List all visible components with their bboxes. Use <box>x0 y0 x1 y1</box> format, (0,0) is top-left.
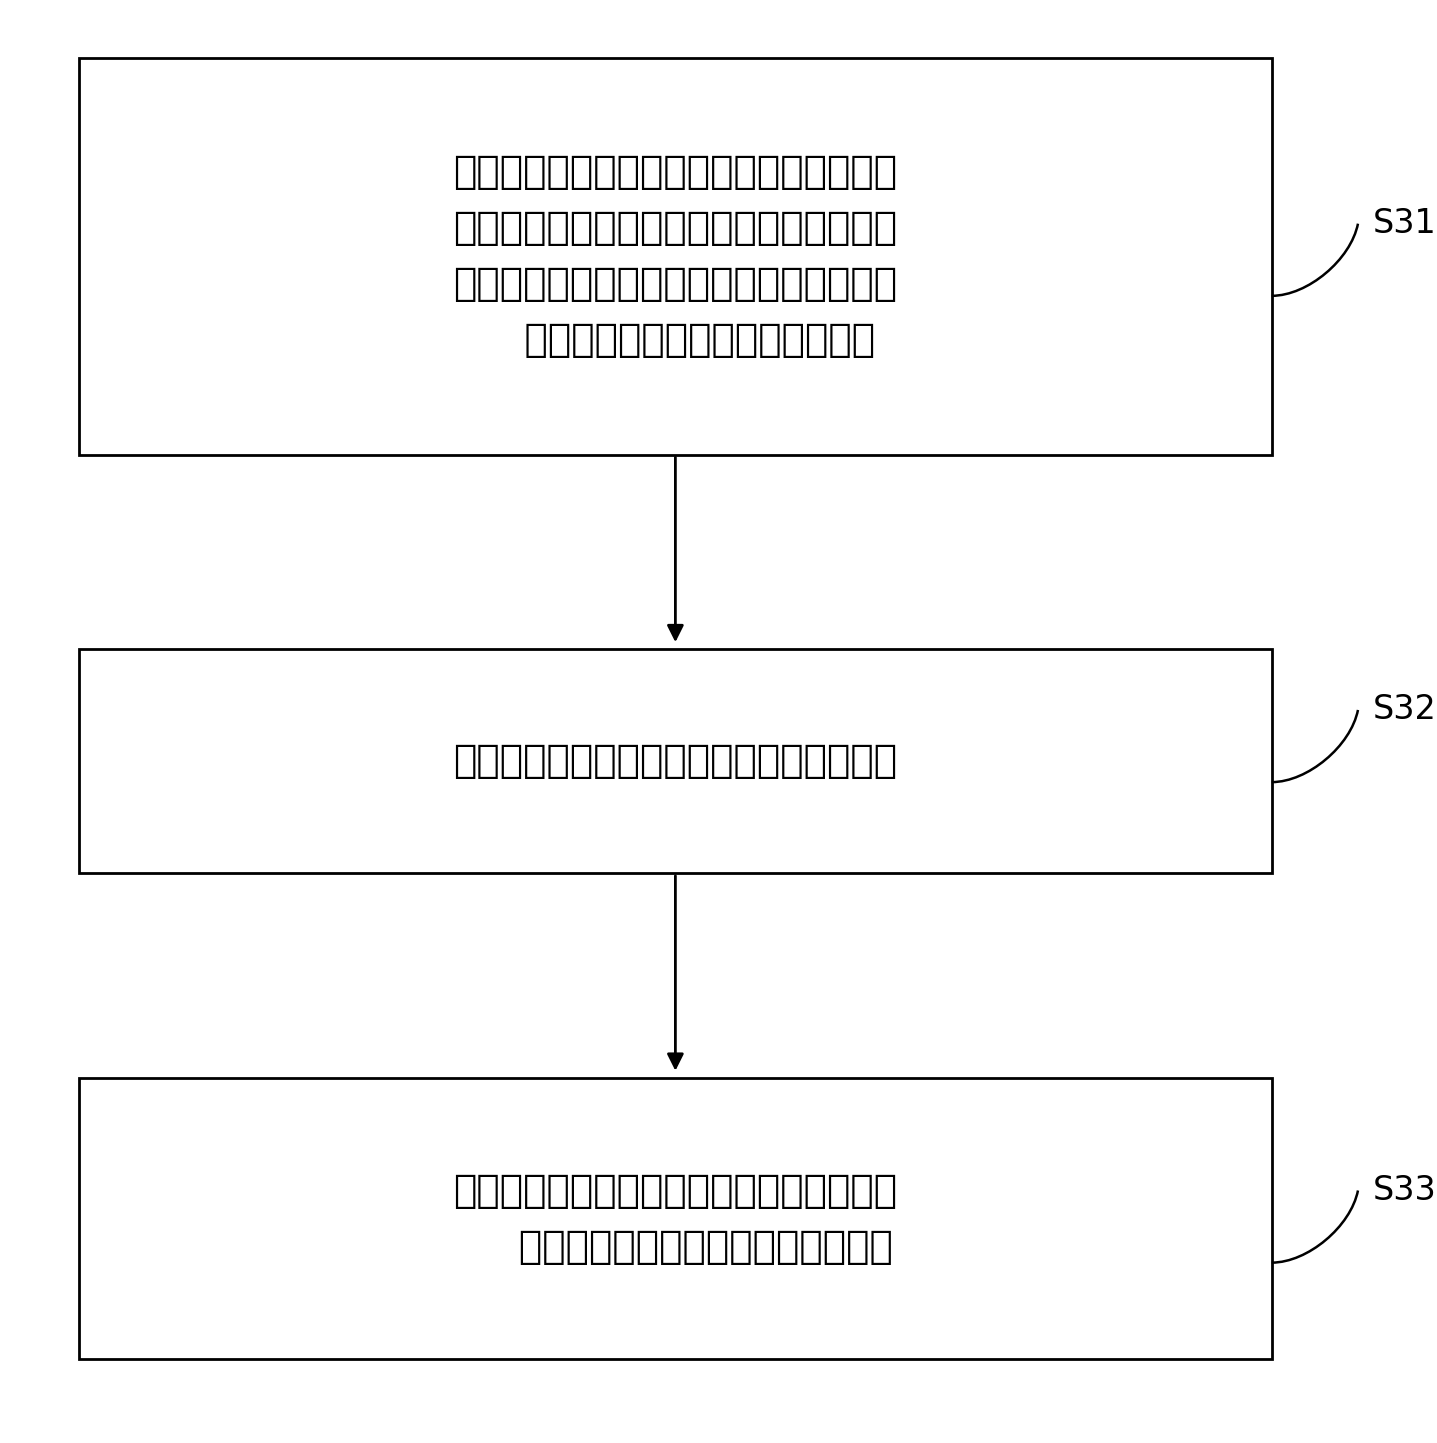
Bar <box>79 58 1272 455</box>
Text: S330: S330 <box>1372 1175 1437 1206</box>
Text: S310: S310 <box>1372 208 1437 240</box>
Text: 根据位置数据确定多个用户对应的加权系数: 根据位置数据确定多个用户对应的加权系数 <box>453 742 898 781</box>
Bar <box>79 649 1272 873</box>
Text: S320: S320 <box>1372 694 1437 726</box>
Text: 获取预设时间内多个用户与机器人之间的位
置数据；机器人用于根据机器人的视觉模块
获取用户的位置信息，位置数据根据用户的
    位置信息和机器人的位置信息确定: 获取预设时间内多个用户与机器人之间的位 置数据；机器人用于根据机器人的视觉模块 … <box>453 153 898 359</box>
Text: 根据加权系数对多个用户进行排序，得到排
     序结果，根据排序结果确定目标用户: 根据加权系数对多个用户进行排序，得到排 序结果，根据排序结果确定目标用户 <box>453 1172 898 1266</box>
Bar <box>79 1078 1272 1359</box>
